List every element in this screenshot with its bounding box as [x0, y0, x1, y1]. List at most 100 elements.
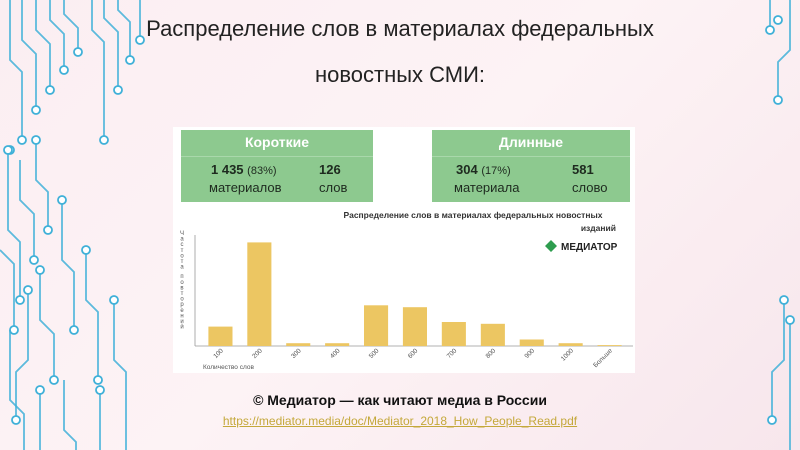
- circuit-node: [9, 325, 19, 335]
- mediator-logo: МЕДИАТОР: [545, 240, 618, 253]
- circuit-line: [91, 0, 105, 140]
- long-words-value: 581: [572, 162, 594, 177]
- tick-label-200: 200: [251, 347, 264, 360]
- tick-label-Больше: Больше: [592, 347, 614, 369]
- bar-100: [208, 326, 233, 346]
- long-count-percent: (17%): [481, 165, 511, 177]
- circuit-node: [135, 35, 145, 45]
- bar-600: [402, 307, 427, 347]
- circuit-node: [125, 55, 135, 65]
- circuit-node: [767, 415, 777, 425]
- circuit-line: [19, 160, 35, 260]
- tick-label-600: 600: [407, 347, 420, 360]
- x-axis-label: Количество слов: [203, 364, 254, 371]
- bars-group: [208, 242, 622, 347]
- circuit-line: [35, 0, 51, 90]
- circuit-node: [99, 135, 109, 145]
- circuit-node: [773, 95, 783, 105]
- chart-image: Короткие 1 435 (83%) материалов 126 слов…: [173, 127, 635, 373]
- bar-300: [286, 343, 311, 346]
- short-count-value: 1 435: [211, 162, 244, 177]
- tick-labels-group: 100 200 300 400 500 600 700 800 900 1000 Больше: [212, 347, 614, 369]
- circuit-node: [29, 255, 39, 265]
- circuit-line: [15, 290, 29, 420]
- circuit-node: [113, 85, 123, 95]
- circuit-node: [69, 325, 79, 335]
- long-words-label: слово: [572, 180, 608, 195]
- tick-label-700: 700: [446, 347, 459, 360]
- circuit-line: [85, 250, 99, 380]
- tick-label-800: 800: [485, 347, 498, 360]
- circuit-node: [109, 295, 119, 305]
- circuit-node: [3, 145, 13, 155]
- circuit-decoration-right: [765, 0, 795, 450]
- bar-1000: [558, 343, 583, 346]
- tick-label-900: 900: [523, 347, 536, 360]
- short-count-label: материалов: [209, 180, 282, 195]
- circuit-line: [0, 249, 15, 330]
- circuit-line: [771, 300, 785, 420]
- slide-title-line1: Распределение слов в материалах федераль…: [146, 16, 654, 41]
- circuit-node: [59, 65, 69, 75]
- circuit-line: [103, 0, 119, 90]
- circuit-node: [57, 195, 67, 205]
- box-divider: [432, 156, 630, 157]
- bar-Больше: [597, 345, 622, 346]
- circuit-node: [31, 135, 41, 145]
- long-materials-box: Длинные 304 (17%) материала 581 слово: [432, 130, 630, 202]
- circuit-line: [9, 0, 23, 140]
- circuit-node: [35, 265, 45, 275]
- source-link[interactable]: https://mediator.media/doc/Mediator_2018…: [222, 414, 578, 428]
- circuit-node: [765, 25, 775, 35]
- circuit-line: [117, 0, 131, 60]
- circuit-node: [35, 385, 45, 395]
- long-box-title: Длинные: [498, 134, 564, 150]
- circuit-line: [63, 0, 79, 52]
- chart-title-line2: изданий: [581, 223, 616, 233]
- circuit-node: [23, 285, 33, 295]
- short-words-label: слов: [319, 180, 348, 195]
- circuit-line: [9, 330, 25, 450]
- long-count-label: материала: [454, 180, 520, 195]
- short-materials-box: Короткие 1 435 (83%) материалов 126 слов: [181, 130, 373, 202]
- mediator-logo-icon: [545, 240, 557, 252]
- circuit-node: [95, 385, 105, 395]
- bar-700: [441, 322, 466, 347]
- tick-label-500: 500: [368, 347, 381, 360]
- long-count: 304 (17%): [456, 162, 511, 177]
- copyright-caption: © Медиатор — как читают медиа в России: [253, 392, 547, 408]
- circuit-line: [777, 0, 791, 100]
- tick-label-1000: 1000: [560, 347, 575, 362]
- circuit-node: [17, 135, 27, 145]
- box-divider: [181, 156, 373, 157]
- long-count-value: 304: [456, 162, 478, 177]
- bar-900: [519, 339, 544, 346]
- circuit-line: [21, 0, 37, 110]
- tick-label-300: 300: [290, 347, 303, 360]
- circuit-node: [779, 295, 789, 305]
- circuit-line: [7, 150, 21, 300]
- circuit-node: [73, 47, 83, 57]
- circuit-node: [93, 375, 103, 385]
- tick-label-400: 400: [329, 347, 342, 360]
- circuit-node: [11, 415, 21, 425]
- circuit-node: [773, 15, 783, 25]
- circuit-decoration-left: [0, 0, 145, 450]
- circuit-node: [31, 105, 41, 115]
- chart-title: Распределение слов в материалах федераль…: [344, 210, 603, 220]
- circuit-node: [785, 315, 795, 325]
- circuit-line: [61, 200, 75, 330]
- circuit-line: [39, 270, 55, 380]
- slide-title-line2: новостных СМИ:: [314, 62, 486, 87]
- circuit-node: [49, 375, 59, 385]
- short-count: 1 435 (83%): [211, 162, 277, 177]
- short-count-percent: (83%): [247, 165, 277, 177]
- bar-chart: Распределение слов в материалах федераль…: [180, 210, 633, 371]
- bar-800: [480, 323, 505, 346]
- short-box-title: Короткие: [244, 134, 310, 150]
- circuit-node: [43, 225, 53, 235]
- mediator-logo-text: МЕДИАТОР: [561, 242, 618, 253]
- bar-200: [247, 242, 272, 346]
